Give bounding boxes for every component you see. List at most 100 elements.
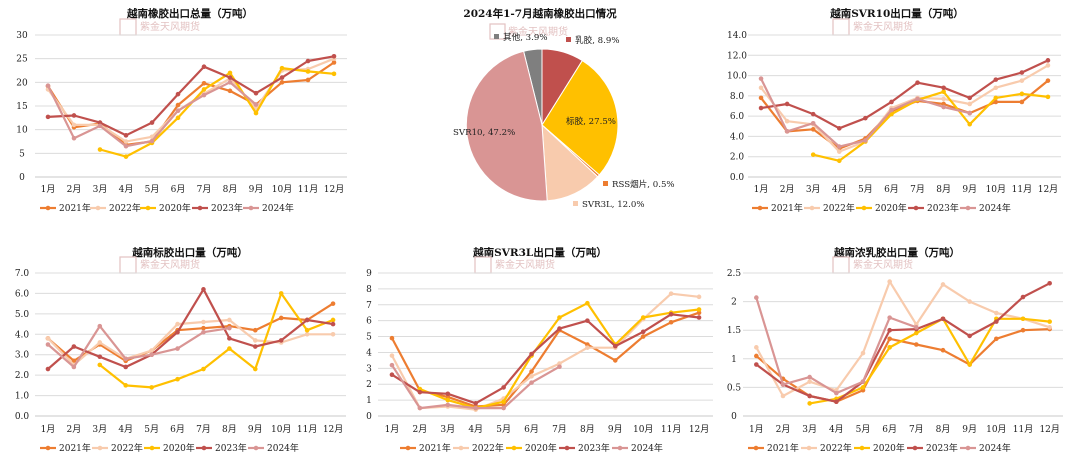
y-tick-label: 2	[366, 380, 372, 390]
y-tick-label: 1	[731, 355, 737, 365]
data-point-2023	[149, 120, 155, 125]
data-point-2024	[807, 374, 812, 380]
x-tick-label: 11月	[1013, 424, 1033, 435]
data-point-2022	[123, 139, 129, 144]
data-point-2020	[149, 385, 154, 390]
series-line-2023	[755, 282, 1051, 403]
y-tick-label: 25	[16, 55, 28, 65]
data-point-2024	[810, 120, 816, 126]
data-point-2022	[1047, 325, 1052, 330]
legend-marker-2021	[405, 445, 411, 451]
data-point-2023	[45, 114, 51, 120]
legend-label: 2020年	[163, 442, 195, 454]
data-point-2021	[758, 95, 764, 101]
data-point-2023	[201, 287, 206, 292]
data-point-2020	[1019, 91, 1025, 97]
pie-slice-label: SVR3L, 12.0%	[582, 200, 645, 210]
data-point-2023	[887, 327, 892, 333]
data-point-2021	[252, 327, 258, 333]
panel-title: 越南浓乳胶出口量（万吨）	[833, 246, 960, 259]
y-tick-label: 5.0	[15, 310, 30, 320]
legend-label: 2020年	[525, 442, 557, 454]
data-point-2024	[784, 129, 790, 134]
series-line-2023	[47, 288, 334, 370]
watermark-text: 紫金天风期货	[495, 258, 555, 271]
data-point-2022	[1045, 63, 1051, 68]
legend-marker-2024	[253, 445, 259, 451]
legend-label: 2020年	[873, 442, 905, 454]
data-point-2022	[887, 279, 892, 284]
data-point-2023	[175, 91, 181, 97]
data-point-2020	[887, 345, 892, 350]
data-point-2024	[754, 295, 759, 300]
pie-slice-label: 乳胶, 8.9%	[575, 34, 619, 46]
data-point-2022	[994, 310, 999, 316]
x-tick-label: 9月	[962, 184, 977, 195]
data-point-2023	[1045, 58, 1051, 63]
panel-title: 越南橡胶出口总量（万吨）	[126, 7, 253, 20]
legend-marker-2023	[197, 205, 203, 211]
x-tick-label: 1月	[754, 184, 769, 195]
data-point-2024	[97, 123, 103, 129]
data-point-2023	[305, 58, 311, 64]
series-line-2023	[391, 313, 700, 405]
x-tick-label: 3月	[802, 424, 817, 435]
data-point-2023	[279, 75, 285, 80]
x-tick-label: 6月	[171, 184, 186, 195]
y-tick-label: 0	[731, 412, 737, 422]
y-tick-label: 8.0	[730, 92, 745, 102]
x-tick-label: 10月	[986, 424, 1006, 435]
x-tick-label: 12月	[689, 424, 709, 435]
data-point-2023	[252, 344, 258, 349]
data-point-2024	[780, 382, 786, 387]
x-tick-label: 3月	[92, 424, 107, 435]
watermark-text: 紫金天风期货	[140, 20, 200, 33]
legend-marker-2020	[859, 445, 865, 451]
watermark-text: 紫金天风期货	[140, 258, 200, 271]
watermark-logo-icon	[832, 18, 850, 36]
y-tick-label: 20	[16, 78, 28, 88]
data-point-2021	[529, 369, 534, 374]
data-point-2021	[810, 127, 816, 132]
x-tick-label: 6月	[524, 424, 539, 435]
data-point-2023	[529, 351, 534, 357]
y-tick-label: 6.0	[730, 112, 745, 122]
data-point-2022	[807, 379, 812, 384]
legend-label: 2021年	[419, 442, 451, 454]
data-point-2023	[585, 318, 590, 323]
data-point-2020	[1020, 316, 1026, 322]
data-point-2021	[175, 102, 181, 108]
data-point-2023	[330, 321, 336, 327]
data-point-2020	[967, 362, 972, 367]
y-tick-label: 9	[366, 269, 372, 279]
x-tick-label: 10月	[271, 424, 291, 435]
legend-marker-2020	[149, 445, 155, 451]
watermark-logo-icon	[119, 18, 137, 36]
legend-marker-2020	[145, 205, 151, 211]
data-point-2023	[331, 54, 337, 59]
legend-marker-2024	[617, 445, 623, 451]
x-tick-label: 1月	[749, 424, 764, 435]
data-point-2020	[501, 399, 506, 405]
data-point-2024	[889, 107, 894, 113]
data-point-2023	[417, 389, 423, 395]
x-tick-label: 9月	[249, 184, 264, 195]
pie-label-swatch	[566, 37, 571, 42]
data-point-2024	[149, 352, 154, 358]
data-point-2020	[304, 327, 310, 333]
legend-label: 2020年	[875, 202, 907, 214]
y-tick-label: 10	[16, 126, 28, 136]
legend-label: 2024年	[979, 442, 1011, 454]
x-tick-label: 8月	[580, 424, 595, 435]
legend-marker-2022	[809, 205, 815, 211]
x-tick-label: 2月	[67, 424, 82, 435]
panel-title: 2024年1-7月越南橡胶出口情况	[463, 7, 617, 20]
data-point-2020	[227, 70, 233, 76]
x-tick-label: 6月	[884, 184, 899, 195]
data-point-2021	[1019, 99, 1025, 105]
data-point-2024	[915, 96, 920, 102]
data-point-2023	[1020, 294, 1026, 300]
data-point-2021	[278, 315, 284, 321]
data-point-2021	[201, 80, 207, 86]
